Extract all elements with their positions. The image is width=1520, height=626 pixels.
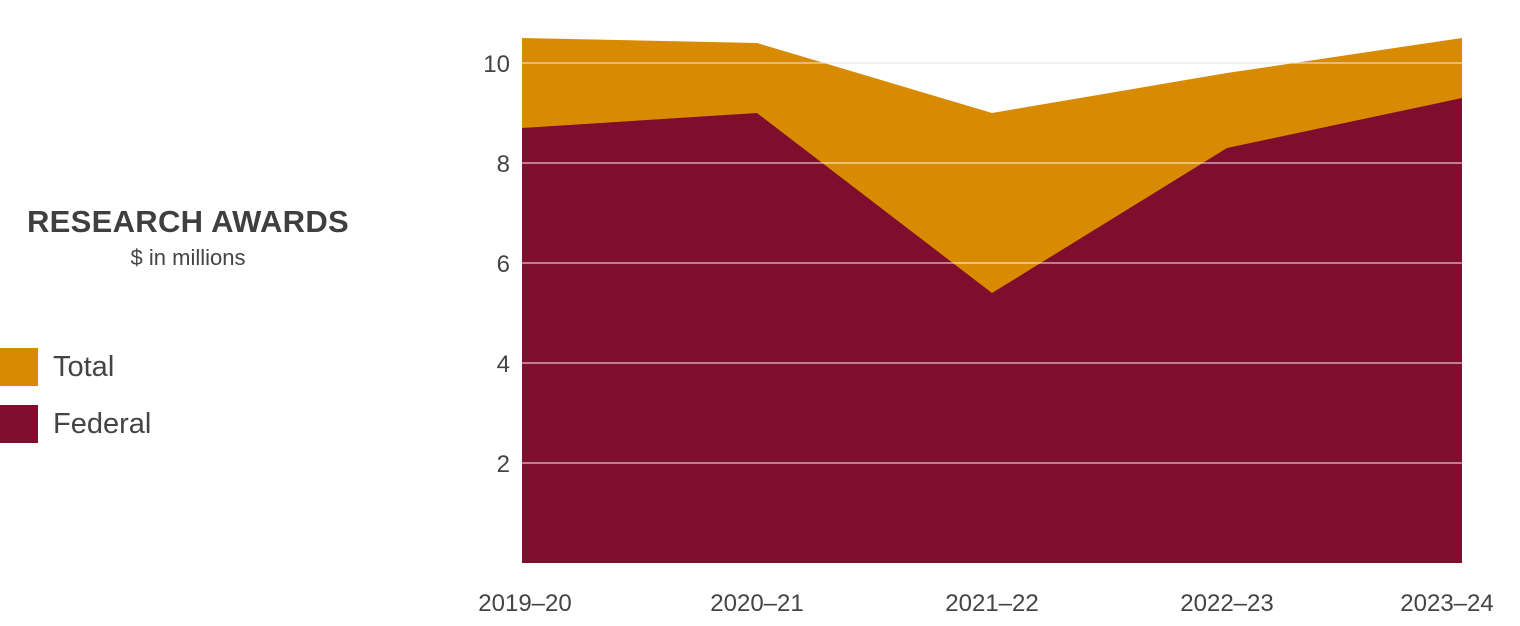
- y-tick-label: 8: [497, 151, 510, 178]
- legend-item-federal: Federal: [0, 405, 151, 443]
- legend-swatch-federal: [0, 405, 38, 443]
- y-tick-label: 10: [483, 51, 510, 78]
- x-tick-label: 2022–23: [1180, 590, 1273, 617]
- chart-subtitle: $ in millions: [130, 245, 246, 270]
- chart-title: RESEARCH AWARDS: [27, 204, 349, 239]
- y-tick-label: 6: [497, 251, 510, 278]
- x-tick-label: 2020–21: [710, 590, 803, 617]
- y-tick-label: 2: [497, 451, 510, 478]
- legend-label-federal: Federal: [53, 407, 152, 440]
- x-tick-label: 2019–20: [478, 590, 571, 617]
- legend-label-total: Total: [53, 350, 115, 383]
- x-tick-label: 2021–22: [945, 590, 1038, 617]
- x-tick-label: 2023–24: [1400, 590, 1493, 617]
- area-federal: [522, 98, 1462, 563]
- legend-item-total: Total: [0, 348, 114, 386]
- y-tick-label: 4: [497, 351, 510, 378]
- legend-swatch-total: [0, 348, 38, 386]
